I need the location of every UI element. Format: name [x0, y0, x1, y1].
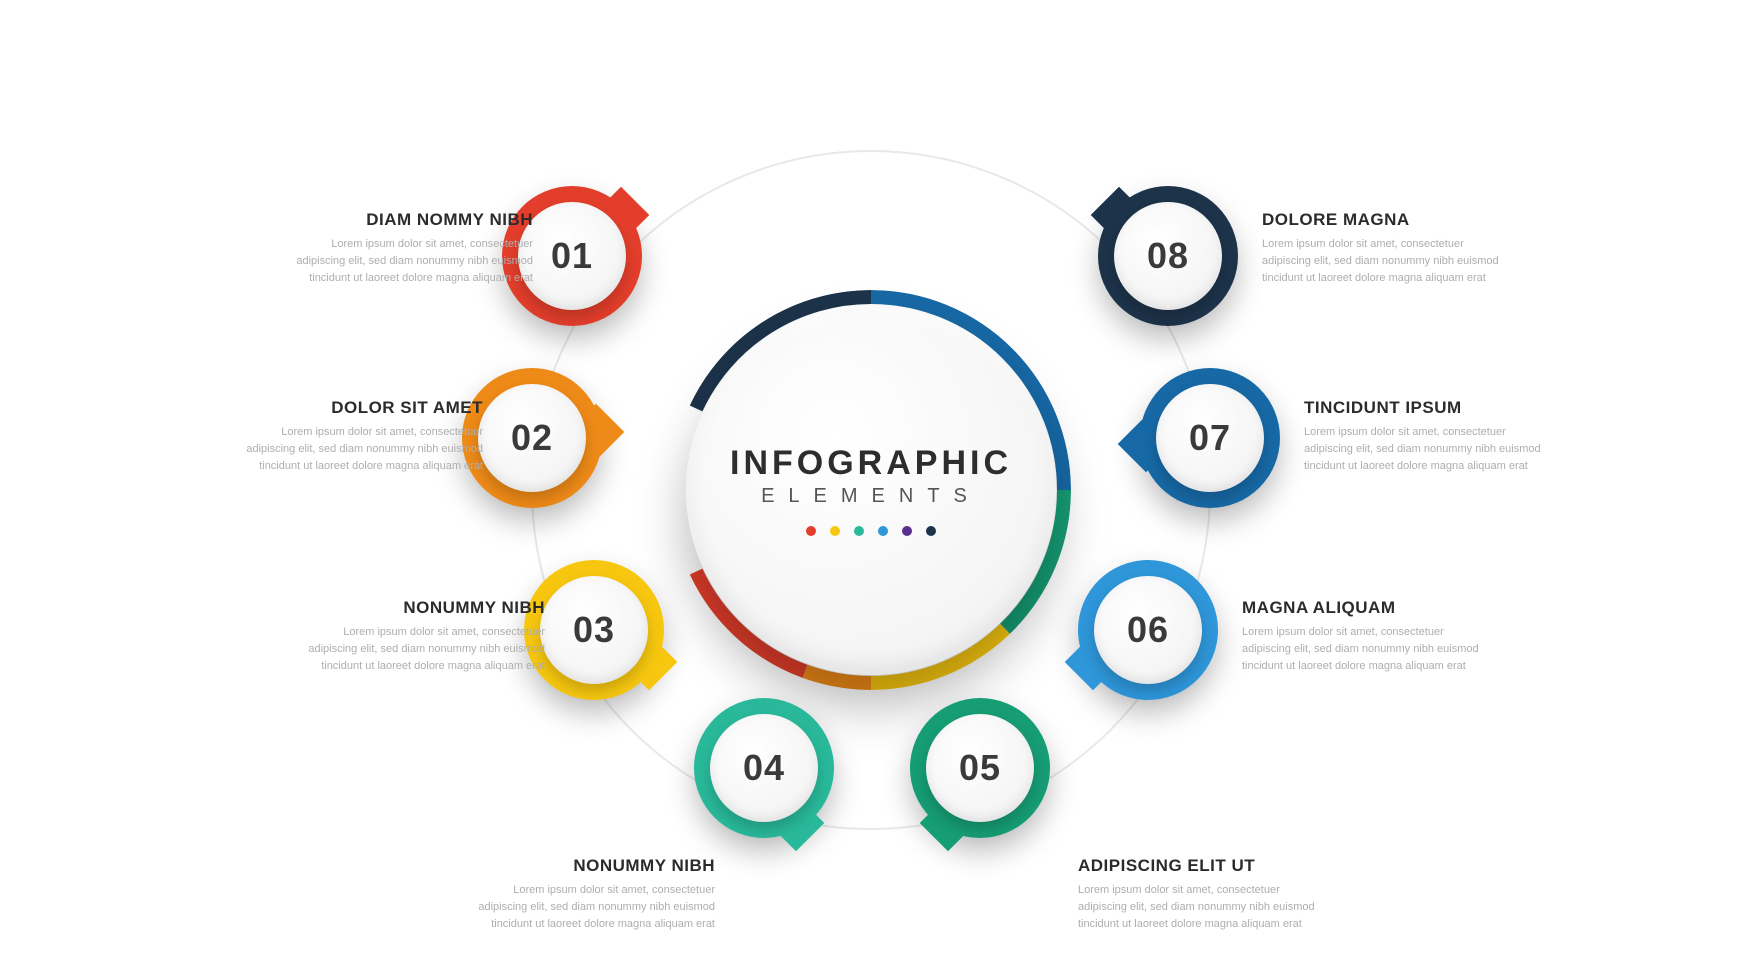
step-inner-plate: 07 — [1156, 384, 1264, 492]
step-inner-plate: 02 — [478, 384, 586, 492]
step-text-08: DOLORE MAGNA Lorem ipsum dolor sit amet, … — [1262, 210, 1507, 287]
hub-title: INFOGRAPHIC — [730, 444, 1012, 483]
step-title: MAGNA ALIQUAM — [1242, 598, 1487, 618]
hub-subtitle: ELEMENTS — [761, 485, 981, 508]
step-number: 03 — [573, 609, 615, 651]
step-number: 06 — [1127, 609, 1169, 651]
center-hub: INFOGRAPHIC ELEMENTS — [671, 290, 1071, 690]
step-title: DIAM NOMMY NIBH — [288, 210, 533, 230]
step-number: 05 — [959, 747, 1001, 789]
step-bubble-05: 05 — [910, 698, 1050, 838]
step-title: NONUMMY NIBH — [300, 598, 545, 618]
step-text-06: MAGNA ALIQUAM Lorem ipsum dolor sit amet,… — [1242, 598, 1487, 675]
step-text-02: DOLOR SIT AMET Lorem ipsum dolor sit amet… — [238, 398, 483, 475]
hub-dots — [806, 526, 936, 536]
step-bubble-08: 08 — [1098, 186, 1238, 326]
hub-dot — [854, 526, 864, 536]
step-bubble-04: 04 — [694, 698, 834, 838]
step-text-03: NONUMMY NIBH Lorem ipsum dolor sit amet, … — [300, 598, 545, 675]
step-bubble-03: 03 — [524, 560, 664, 700]
step-number: 07 — [1189, 417, 1231, 459]
step-body: Lorem ipsum dolor sit amet, consectetuer… — [1262, 236, 1507, 287]
step-inner-plate: 03 — [540, 576, 648, 684]
infographic-stage: INFOGRAPHIC ELEMENTS 01 DIAM NOMMY NIBH Lo… — [0, 0, 1742, 980]
step-body: Lorem ipsum dolor sit amet, consectetuer… — [300, 624, 545, 675]
step-number: 08 — [1147, 235, 1189, 277]
hub-dot — [902, 526, 912, 536]
step-number: 04 — [743, 747, 785, 789]
step-body: Lorem ipsum dolor sit amet, consectetuer… — [1304, 424, 1549, 475]
step-inner-plate: 08 — [1114, 202, 1222, 310]
step-title: NONUMMY NIBH — [470, 856, 715, 876]
step-body: Lorem ipsum dolor sit amet, consectetuer… — [1078, 882, 1323, 933]
step-title: DOLOR SIT AMET — [238, 398, 483, 418]
step-body: Lorem ipsum dolor sit amet, consectetuer… — [1242, 624, 1487, 675]
step-title: ADIPISCING ELIT UT — [1078, 856, 1323, 876]
step-body: Lorem ipsum dolor sit amet, consectetuer… — [238, 424, 483, 475]
hub-plate: INFOGRAPHIC ELEMENTS — [686, 305, 1056, 675]
hub-dot — [830, 526, 840, 536]
step-number: 01 — [551, 235, 593, 277]
step-inner-plate: 01 — [518, 202, 626, 310]
step-bubble-06: 06 — [1078, 560, 1218, 700]
step-text-04: NONUMMY NIBH Lorem ipsum dolor sit amet, … — [470, 856, 715, 933]
step-body: Lorem ipsum dolor sit amet, consectetuer… — [288, 236, 533, 287]
step-inner-plate: 04 — [710, 714, 818, 822]
hub-dot — [926, 526, 936, 536]
step-bubble-07: 07 — [1140, 368, 1280, 508]
step-text-05: ADIPISCING ELIT UT Lorem ipsum dolor sit … — [1078, 856, 1323, 933]
hub-dot — [878, 526, 888, 536]
step-title: TINCIDUNT IPSUM — [1304, 398, 1549, 418]
step-text-01: DIAM NOMMY NIBH Lorem ipsum dolor sit ame… — [288, 210, 533, 287]
step-body: Lorem ipsum dolor sit amet, consectetuer… — [470, 882, 715, 933]
step-number: 02 — [511, 417, 553, 459]
step-inner-plate: 06 — [1094, 576, 1202, 684]
step-inner-plate: 05 — [926, 714, 1034, 822]
hub-dot — [806, 526, 816, 536]
step-text-07: TINCIDUNT IPSUM Lorem ipsum dolor sit ame… — [1304, 398, 1549, 475]
step-bubble-02: 02 — [462, 368, 602, 508]
step-title: DOLORE MAGNA — [1262, 210, 1507, 230]
